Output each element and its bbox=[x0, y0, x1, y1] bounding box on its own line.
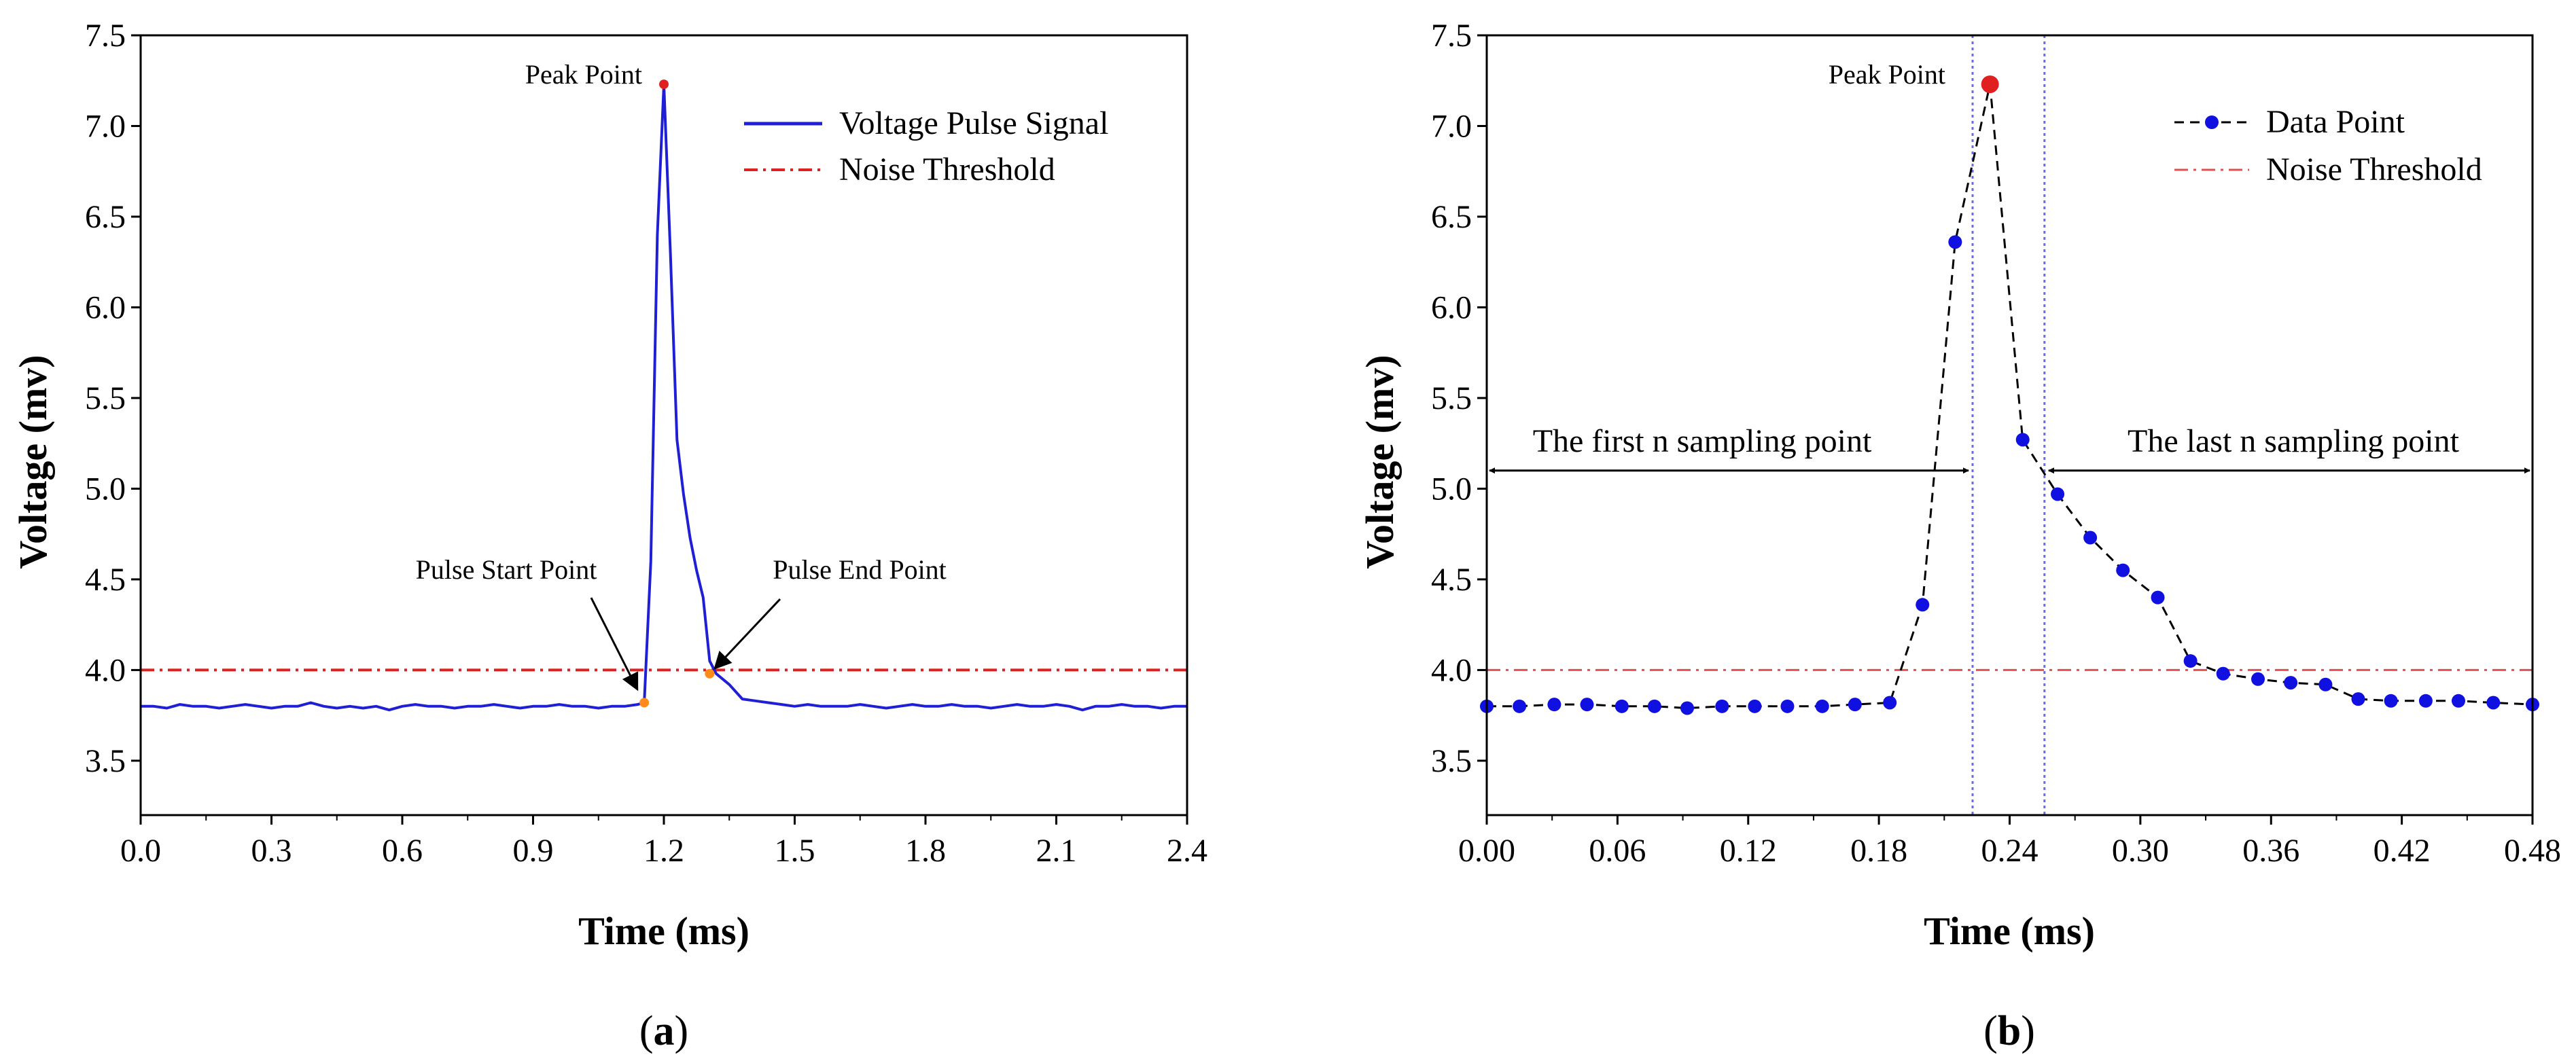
x-tick-label: 2.1 bbox=[1036, 833, 1077, 869]
peak-point-marker bbox=[1981, 75, 1999, 94]
y-tick-label: 6.5 bbox=[1431, 199, 1472, 235]
x-tick-label: 0.06 bbox=[1589, 833, 1646, 869]
data-point-marker bbox=[1580, 698, 1594, 712]
y-tick-label: 5.5 bbox=[85, 380, 126, 416]
pulse-end-point-marker bbox=[705, 668, 715, 679]
data-point-marker bbox=[1547, 698, 1562, 712]
data-point-marker bbox=[2486, 696, 2501, 710]
peak-point-annotation-b: Peak Point bbox=[1829, 59, 1945, 90]
voltage-pulse-signal-line bbox=[141, 83, 1187, 712]
panel-b-legend: Data Point Noise Threshold bbox=[2174, 104, 2482, 187]
data-point-marker bbox=[1615, 699, 1629, 713]
pulse-start-point-annotation: Pulse Start Point bbox=[416, 554, 597, 585]
data-point-marker bbox=[1948, 235, 1962, 249]
x-tick-label: 0.18 bbox=[1850, 833, 1907, 869]
y-tick-label: 4.0 bbox=[85, 652, 126, 688]
x-tick-label: 1.8 bbox=[905, 833, 946, 869]
x-tick-label: 0.42 bbox=[2374, 833, 2431, 869]
x-tick-label: 0.36 bbox=[2242, 833, 2299, 869]
y-tick-label: 3.5 bbox=[85, 743, 126, 779]
data-point-marker bbox=[1513, 699, 1527, 713]
data-point-marker bbox=[2351, 692, 2365, 706]
y-tick-label: 4.0 bbox=[1431, 652, 1472, 688]
y-tick-label: 6.5 bbox=[85, 199, 126, 235]
data-point-marker bbox=[2151, 590, 2165, 605]
x-tick-label: 1.5 bbox=[775, 833, 815, 869]
y-tick-label: 7.0 bbox=[1431, 108, 1472, 144]
panel-a-legend: Voltage Pulse Signal Noise Threshold bbox=[744, 105, 1108, 187]
peak-point-marker bbox=[659, 79, 669, 90]
y-tick-label: 7.5 bbox=[85, 18, 126, 54]
panel-a-x-axis-title: Time (ms) bbox=[578, 909, 749, 953]
chart-panel-b: 0.00 0.06 0.12 0.18 0.24 0.30 0.36 0.42 0.48 3.5 4… bbox=[1358, 18, 2561, 1054]
data-point-marker bbox=[2116, 563, 2130, 577]
x-tick-label: 0.48 bbox=[2504, 833, 2561, 869]
legend-label-data-point: Data Point bbox=[2266, 104, 2405, 140]
y-tick-label: 5.0 bbox=[85, 471, 126, 507]
legend-label-noise-threshold: Noise Threshold bbox=[839, 151, 1055, 187]
data-point-marker bbox=[1748, 699, 1762, 713]
x-tick-label: 0.00 bbox=[1458, 833, 1515, 869]
legend-swatch-data-point-marker bbox=[2205, 115, 2219, 129]
panel-b-label: (b) bbox=[1983, 1008, 2035, 1054]
data-point-marker bbox=[1647, 699, 1661, 713]
panel-a-y-axis-title: Voltage (mv) bbox=[11, 355, 55, 569]
last-n-sampling-annotation: The last n sampling point bbox=[2128, 423, 2460, 459]
data-point-marker bbox=[2183, 654, 2198, 668]
legend-label-noise-threshold-b: Noise Threshold bbox=[2266, 151, 2482, 187]
pulse-start-point-marker bbox=[639, 698, 650, 708]
data-point-marker bbox=[2083, 530, 2098, 545]
x-tick-label: 0.12 bbox=[1720, 833, 1777, 869]
pulse-end-pointer-arrow bbox=[713, 598, 781, 670]
x-tick-label: 0.6 bbox=[382, 833, 423, 869]
panel-a-label: (a) bbox=[639, 1008, 688, 1054]
y-tick-label: 6.0 bbox=[1431, 289, 1472, 325]
peak-point-annotation: Peak Point bbox=[525, 59, 642, 90]
first-n-sampling-annotation: The first n sampling point bbox=[1533, 423, 1872, 459]
x-tick-label: 0.24 bbox=[1981, 833, 2039, 869]
x-tick-label: 2.4 bbox=[1167, 833, 1207, 869]
x-tick-label: 0.30 bbox=[2112, 833, 2169, 869]
panel-b-y-axis-title: Voltage (mv) bbox=[1358, 355, 1402, 569]
y-tick-label: 5.0 bbox=[1431, 471, 1472, 507]
y-tick-label: 3.5 bbox=[1431, 743, 1472, 779]
x-tick-label: 0.9 bbox=[513, 833, 554, 869]
data-point-marker bbox=[2216, 666, 2230, 681]
data-point-marker bbox=[2251, 672, 2265, 686]
panel-b-x-axis-title: Time (ms) bbox=[1924, 909, 2095, 953]
data-point-marker bbox=[2015, 433, 2030, 447]
data-point-marker bbox=[1780, 699, 1795, 713]
data-point-marker bbox=[1916, 598, 1930, 612]
y-tick-label: 6.0 bbox=[85, 289, 126, 325]
data-point-marker bbox=[1883, 696, 1897, 710]
data-point-marker bbox=[2284, 676, 2298, 690]
y-tick-label: 7.0 bbox=[85, 108, 126, 144]
data-point-marker bbox=[1715, 699, 1729, 713]
data-point-marker bbox=[2418, 694, 2433, 708]
y-tick-label: 5.5 bbox=[1431, 380, 1472, 416]
x-tick-label: 1.2 bbox=[643, 833, 684, 869]
y-tick-label: 4.5 bbox=[1431, 562, 1472, 598]
data-point-marker bbox=[2384, 694, 2398, 708]
data-point-marker bbox=[2451, 694, 2465, 708]
data-point-marker bbox=[2051, 487, 2065, 501]
y-tick-label: 7.5 bbox=[1431, 18, 1472, 54]
data-point-marker bbox=[2318, 677, 2333, 691]
data-point-marker bbox=[1815, 699, 1829, 713]
data-point-marker bbox=[1680, 701, 1694, 715]
chart-panel-a: 0.0 0.3 0.6 0.9 1.2 1.5 1.8 2.1 2.4 3.5 4.0 4.5 5.0 5… bbox=[11, 18, 1207, 1054]
legend-label-voltage-pulse-signal: Voltage Pulse Signal bbox=[839, 105, 1108, 141]
data-point-marker bbox=[1848, 698, 1862, 712]
pulse-end-point-annotation: Pulse End Point bbox=[773, 554, 947, 585]
x-tick-label: 0.0 bbox=[120, 833, 161, 869]
y-tick-label: 4.5 bbox=[85, 562, 126, 598]
x-tick-label: 0.3 bbox=[251, 833, 292, 869]
pulse-start-pointer-arrow bbox=[590, 597, 639, 691]
